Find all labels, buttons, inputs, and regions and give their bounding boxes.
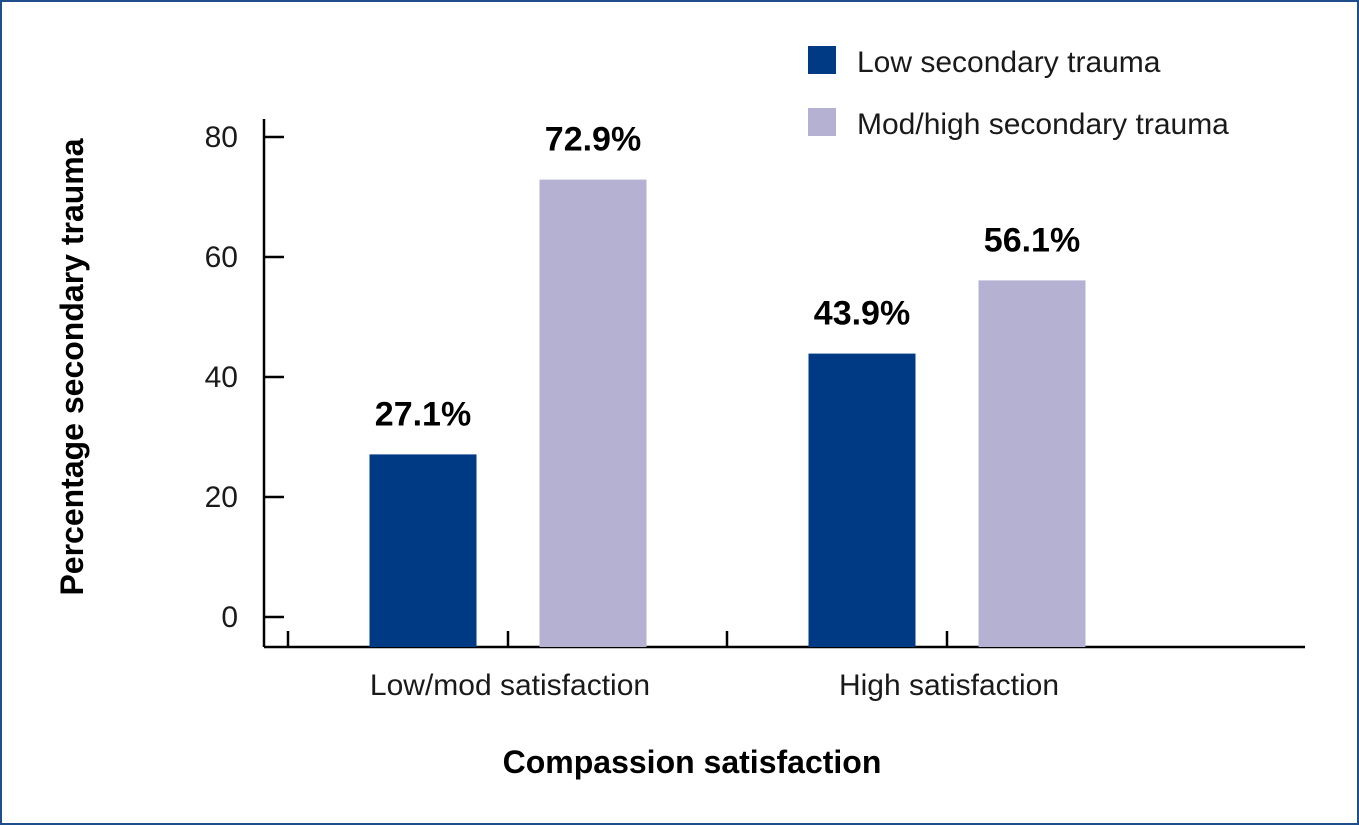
y-ticks: 0 20 40 60 80	[205, 121, 284, 634]
legend-swatch	[808, 46, 836, 74]
bar	[808, 353, 916, 647]
x-axis-title: Compassion satisfaction	[503, 744, 882, 780]
category-label: Low/mod satisfaction	[370, 669, 650, 702]
category-label: High satisfaction	[839, 669, 1059, 702]
y-axis-title: Percentage secondary trauma	[54, 138, 90, 595]
data-labels: 27.1% 43.9% 72.9% 56.1%	[375, 121, 1080, 434]
y-tick-label: 0	[221, 601, 238, 634]
y-tick-label: 20	[205, 481, 238, 514]
legend-label: Mod/high secondary trauma	[857, 108, 1229, 141]
x-ticks	[286, 631, 949, 647]
data-label: 27.1%	[375, 395, 471, 433]
bar	[978, 280, 1086, 647]
data-label: 72.9%	[545, 121, 641, 159]
y-tick-label: 80	[205, 121, 238, 154]
legend: Low secondary trauma Mod/high secondary t…	[808, 46, 1229, 141]
category-labels: Low/mod satisfaction High satisfaction	[370, 669, 1059, 702]
legend-swatch	[808, 108, 836, 136]
bar	[369, 454, 477, 647]
y-tick-label: 60	[205, 241, 238, 274]
bars	[369, 179, 1086, 647]
bar	[539, 179, 647, 647]
data-label: 43.9%	[814, 295, 910, 333]
y-tick-label: 40	[205, 361, 238, 394]
data-label: 56.1%	[984, 221, 1080, 259]
legend-label: Low secondary trauma	[857, 46, 1161, 79]
